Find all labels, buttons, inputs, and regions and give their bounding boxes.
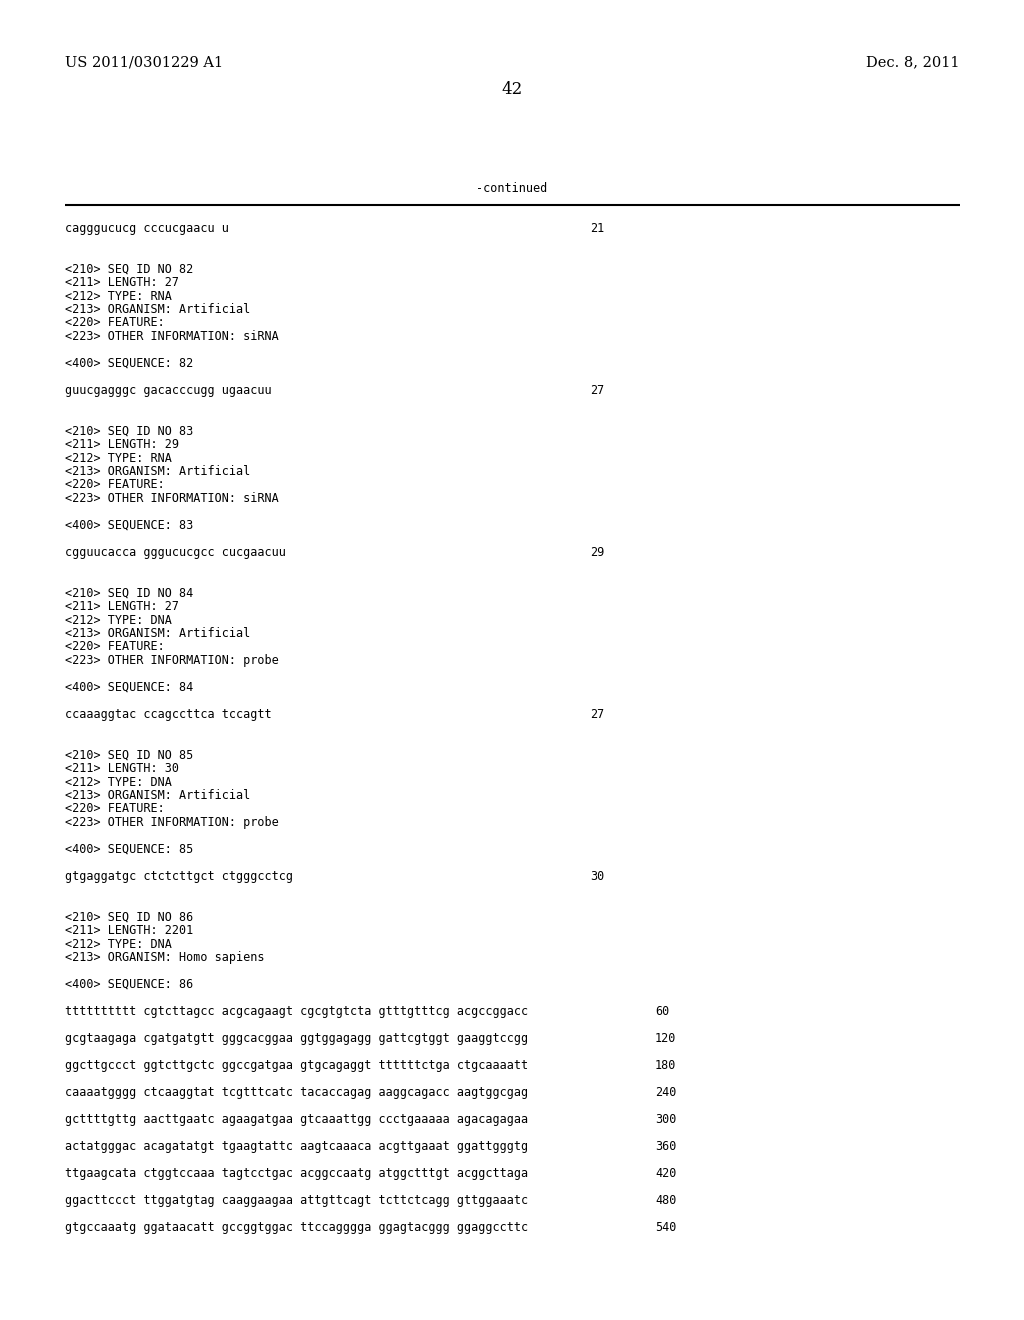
- Text: gcgtaagaga cgatgatgtt gggcacggaa ggtggagagg gattcgtggt gaaggtccgg: gcgtaagaga cgatgatgtt gggcacggaa ggtggag…: [65, 1032, 528, 1045]
- Text: ggcttgccct ggtcttgctc ggccgatgaa gtgcagaggt ttttttctga ctgcaaaatt: ggcttgccct ggtcttgctc ggccgatgaa gtgcaga…: [65, 1059, 528, 1072]
- Text: <223> OTHER INFORMATION: siRNA: <223> OTHER INFORMATION: siRNA: [65, 492, 279, 506]
- Text: <210> SEQ ID NO 82: <210> SEQ ID NO 82: [65, 263, 194, 276]
- Text: <223> OTHER INFORMATION: probe: <223> OTHER INFORMATION: probe: [65, 816, 279, 829]
- Text: <212> TYPE: DNA: <212> TYPE: DNA: [65, 776, 172, 788]
- Text: <212> TYPE: RNA: <212> TYPE: RNA: [65, 289, 172, 302]
- Text: caaaatgggg ctcaaggtat tcgtttcatc tacaccagag aaggcagacc aagtggcgag: caaaatgggg ctcaaggtat tcgtttcatc tacacca…: [65, 1086, 528, 1100]
- Text: <220> FEATURE:: <220> FEATURE:: [65, 479, 165, 491]
- Text: <400> SEQUENCE: 86: <400> SEQUENCE: 86: [65, 978, 194, 991]
- Text: <223> OTHER INFORMATION: siRNA: <223> OTHER INFORMATION: siRNA: [65, 330, 279, 343]
- Text: <210> SEQ ID NO 84: <210> SEQ ID NO 84: [65, 586, 194, 599]
- Text: Dec. 8, 2011: Dec. 8, 2011: [866, 55, 961, 69]
- Text: <213> ORGANISM: Artificial: <213> ORGANISM: Artificial: [65, 789, 250, 803]
- Text: gtgaggatgc ctctcttgct ctgggcctcg: gtgaggatgc ctctcttgct ctgggcctcg: [65, 870, 293, 883]
- Text: <212> TYPE: RNA: <212> TYPE: RNA: [65, 451, 172, 465]
- Text: 480: 480: [655, 1195, 677, 1206]
- Text: 60: 60: [655, 1005, 670, 1018]
- Text: ccaaaggtac ccagccttca tccagtt: ccaaaggtac ccagccttca tccagtt: [65, 708, 271, 721]
- Text: <220> FEATURE:: <220> FEATURE:: [65, 317, 165, 330]
- Text: <220> FEATURE:: <220> FEATURE:: [65, 640, 165, 653]
- Text: gtgccaaatg ggataacatt gccggtggac ttccagggga ggagtacggg ggaggccttc: gtgccaaatg ggataacatt gccggtggac ttccagg…: [65, 1221, 528, 1234]
- Text: <213> ORGANISM: Artificial: <213> ORGANISM: Artificial: [65, 304, 250, 315]
- Text: <210> SEQ ID NO 86: <210> SEQ ID NO 86: [65, 911, 194, 924]
- Text: <400> SEQUENCE: 84: <400> SEQUENCE: 84: [65, 681, 194, 694]
- Text: 540: 540: [655, 1221, 677, 1234]
- Text: 42: 42: [502, 82, 522, 99]
- Text: gcttttgttg aacttgaatc agaagatgaa gtcaaattgg ccctgaaaaa agacagagaa: gcttttgttg aacttgaatc agaagatgaa gtcaaat…: [65, 1113, 528, 1126]
- Text: <213> ORGANISM: Homo sapiens: <213> ORGANISM: Homo sapiens: [65, 950, 264, 964]
- Text: 180: 180: [655, 1059, 677, 1072]
- Text: <210> SEQ ID NO 83: <210> SEQ ID NO 83: [65, 425, 194, 437]
- Text: <220> FEATURE:: <220> FEATURE:: [65, 803, 165, 816]
- Text: 27: 27: [590, 708, 604, 721]
- Text: <213> ORGANISM: Artificial: <213> ORGANISM: Artificial: [65, 627, 250, 640]
- Text: actatgggac acagatatgt tgaagtattc aagtcaaaca acgttgaaat ggattgggtg: actatgggac acagatatgt tgaagtattc aagtcaa…: [65, 1140, 528, 1152]
- Text: <211> LENGTH: 27: <211> LENGTH: 27: [65, 276, 179, 289]
- Text: 21: 21: [590, 222, 604, 235]
- Text: 30: 30: [590, 870, 604, 883]
- Text: <212> TYPE: DNA: <212> TYPE: DNA: [65, 614, 172, 627]
- Text: 27: 27: [590, 384, 604, 397]
- Text: cagggucucg cccucgaacu u: cagggucucg cccucgaacu u: [65, 222, 229, 235]
- Text: <211> LENGTH: 30: <211> LENGTH: 30: [65, 762, 179, 775]
- Text: ggacttccct ttggatgtag caaggaagaa attgttcagt tcttctcagg gttggaaatc: ggacttccct ttggatgtag caaggaagaa attgttc…: [65, 1195, 528, 1206]
- Text: US 2011/0301229 A1: US 2011/0301229 A1: [65, 55, 223, 69]
- Text: 120: 120: [655, 1032, 677, 1045]
- Text: cgguucacca gggucucgcc cucgaacuu: cgguucacca gggucucgcc cucgaacuu: [65, 546, 286, 558]
- Text: <211> LENGTH: 27: <211> LENGTH: 27: [65, 601, 179, 612]
- Text: <211> LENGTH: 2201: <211> LENGTH: 2201: [65, 924, 194, 937]
- Text: 360: 360: [655, 1140, 677, 1152]
- Text: <400> SEQUENCE: 83: <400> SEQUENCE: 83: [65, 519, 194, 532]
- Text: tttttttttt cgtcttagcc acgcagaagt cgcgtgtcta gtttgtttcg acgccggacc: tttttttttt cgtcttagcc acgcagaagt cgcgtgt…: [65, 1005, 528, 1018]
- Text: -continued: -continued: [476, 181, 548, 194]
- Text: <400> SEQUENCE: 85: <400> SEQUENCE: 85: [65, 843, 194, 855]
- Text: <400> SEQUENCE: 82: <400> SEQUENCE: 82: [65, 356, 194, 370]
- Text: <211> LENGTH: 29: <211> LENGTH: 29: [65, 438, 179, 451]
- Text: <223> OTHER INFORMATION: probe: <223> OTHER INFORMATION: probe: [65, 653, 279, 667]
- Text: <213> ORGANISM: Artificial: <213> ORGANISM: Artificial: [65, 465, 250, 478]
- Text: guucgagggc gacacccugg ugaacuu: guucgagggc gacacccugg ugaacuu: [65, 384, 271, 397]
- Text: <212> TYPE: DNA: <212> TYPE: DNA: [65, 937, 172, 950]
- Text: 240: 240: [655, 1086, 677, 1100]
- Text: 300: 300: [655, 1113, 677, 1126]
- Text: 420: 420: [655, 1167, 677, 1180]
- Text: ttgaagcata ctggtccaaa tagtcctgac acggccaatg atggctttgt acggcttaga: ttgaagcata ctggtccaaa tagtcctgac acggcca…: [65, 1167, 528, 1180]
- Text: <210> SEQ ID NO 85: <210> SEQ ID NO 85: [65, 748, 194, 762]
- Text: 29: 29: [590, 546, 604, 558]
